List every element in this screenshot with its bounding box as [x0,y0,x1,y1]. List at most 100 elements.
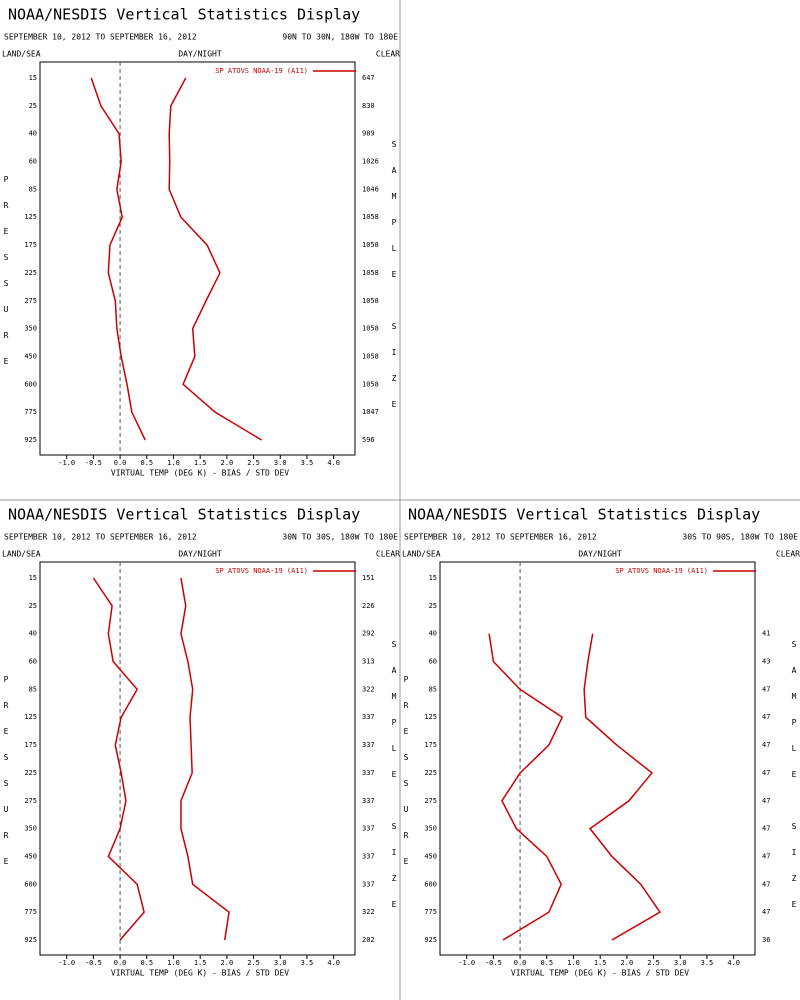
sample-size-label: 313 [362,658,375,666]
y-axis-label: PRESSURE [2,175,11,383]
panel: NOAA/NESDIS Vertical Statistics Display S… [402,506,800,978]
sample-size-label: 1058 [362,325,379,333]
panel: NOAA/NESDIS Vertical Statistics Display S… [2,6,401,478]
pressure-label: 60 [29,658,37,666]
x-tick-label: 1.0 [167,459,180,467]
sample-size-label: 1058 [362,297,379,305]
sample-size-label: 47 [762,908,770,916]
x-tick-label: 0.0 [114,459,127,467]
pressure-label: 25 [429,602,437,610]
sample-size-label: 47 [762,852,770,860]
day-night: DAY/NIGHT [578,550,622,559]
x-tick-label: -0.5 [485,959,502,967]
sample-size-label: 41 [762,630,770,638]
pressure-label: 275 [24,797,37,805]
pressure-label: 125 [24,213,37,221]
pressure-label: 225 [424,769,437,777]
subtitle: SEPTEMBER 10, 2012 TO SEPTEMBER 16, 2012 [404,533,597,542]
x-tick-label: 0.5 [140,959,153,967]
land-sea: LAND/SEA [402,550,441,559]
pressure-label: 775 [424,908,437,916]
pressure-label: 225 [24,269,37,277]
sample-size-label: 151 [362,574,375,582]
sample-size-label: 47 [762,797,770,805]
pressure-label: 15 [29,74,37,82]
plot-frame [39,561,356,956]
legend-label: SP ATOVS NOAA-19 (A11) [215,567,308,575]
sample-size-label: 1058 [362,269,379,277]
pressure-label: 225 [24,769,37,777]
sample-size-label: 47 [762,741,770,749]
pressure-label: 85 [429,685,437,693]
x-tick-label: 2.0 [621,959,634,967]
x-axis-label: VIRTUAL TEMP (DEG K) - BIAS / STD DEV [511,969,689,978]
sample-size-label: 47 [762,880,770,888]
x-tick-label: 0.0 [514,959,527,967]
y-axis-label: PRESSURE [2,675,11,883]
sample-size-label: 830 [362,102,375,110]
x-tick-label: -1.0 [58,459,75,467]
clear: CLEAR [376,50,400,59]
sample-size-label: 202 [362,936,375,944]
x-tick-label: 1.5 [194,459,207,467]
plot-frame [439,561,756,956]
legend-label: SP ATOVS NOAA-19 (A11) [215,67,308,75]
sample-size-label: 292 [362,630,375,638]
sample-size-label: 1058 [362,380,379,388]
pressure-label: 60 [429,658,437,666]
panel: NOAA/NESDIS Vertical Statistics Display S… [2,506,401,978]
x-tick-label: 2.0 [221,459,234,467]
pressure-label: 450 [24,852,37,860]
sample-size-label: 337 [362,880,375,888]
sample-size-label: 337 [362,741,375,749]
pressure-label: 775 [24,408,37,416]
x-tick-label: 1.0 [167,959,180,967]
x-tick-label: 0.5 [540,959,553,967]
pressure-label: 350 [24,825,37,833]
sample-size-label: 1046 [362,185,379,193]
x-tick-label: 3.0 [274,459,287,467]
x-tick-label: 4.0 [727,959,740,967]
pressure-label: 925 [424,936,437,944]
pressure-label: 925 [24,936,37,944]
x-tick-label: 2.5 [247,959,260,967]
x-tick-label: -0.5 [85,459,102,467]
x-tick-label: -0.5 [85,959,102,967]
pressure-label: 275 [424,797,437,805]
y2-axis-label: SAMPLE SIZE [390,640,399,926]
x-tick-label: -1.0 [58,959,75,967]
pressure-label: 925 [24,436,37,444]
bias-line [92,577,145,941]
sample-size-label: 47 [762,713,770,721]
pressure-label: 775 [24,908,37,916]
sample-size-label: 337 [362,713,375,721]
std-dev-line [583,633,662,941]
x-tick-label: 4.0 [327,959,340,967]
pressure-label: 175 [24,741,37,749]
x-tick-label: 4.0 [327,459,340,467]
bias-line [90,77,146,441]
x-tick-label: 2.0 [221,959,234,967]
sample-size-label: 322 [362,908,375,916]
x-tick-label: 0.0 [114,959,127,967]
pressure-label: 85 [29,685,37,693]
sample-size-label: 36 [762,936,770,944]
legend-label: SP ATOVS NOAA-19 (A11) [615,567,708,575]
subtitle: SEPTEMBER 10, 2012 TO SEPTEMBER 16, 2012 [4,33,197,42]
pressure-label: 125 [24,713,37,721]
x-tick-label: 3.5 [301,959,314,967]
sample-size-label: 989 [362,130,375,138]
pressure-label: 275 [24,297,37,305]
pressure-label: 450 [24,352,37,360]
panel-title: NOAA/NESDIS Vertical Statistics Display [8,506,360,524]
x-tick-label: 1.5 [594,959,607,967]
land-sea: LAND/SEA [2,50,41,59]
day-night: DAY/NIGHT [178,50,222,59]
plot-frame [39,61,356,456]
pressure-label: 40 [429,630,437,638]
day-night: DAY/NIGHT [178,550,222,559]
pressure-label: 15 [429,574,437,582]
pressure-label: 600 [24,380,37,388]
x-tick-label: 3.5 [701,959,714,967]
